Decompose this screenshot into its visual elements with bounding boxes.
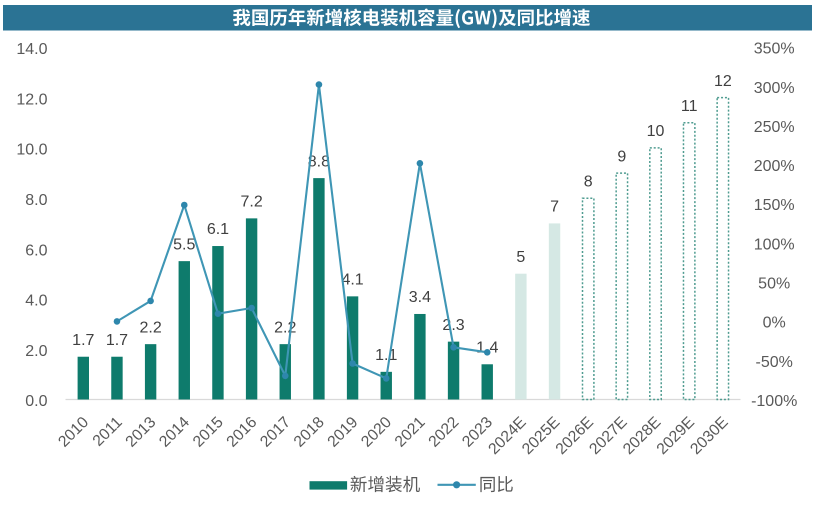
svg-text:6.0: 6.0 [25, 242, 47, 259]
svg-text:150%: 150% [754, 197, 795, 214]
svg-text:4.0: 4.0 [25, 293, 47, 310]
svg-text:8: 8 [584, 173, 593, 190]
svg-text:12.0: 12.0 [16, 91, 47, 108]
svg-text:350%: 350% [754, 41, 795, 58]
svg-text:1.7: 1.7 [106, 332, 128, 349]
svg-text:11: 11 [681, 98, 698, 115]
svg-text:12: 12 [714, 73, 732, 90]
svg-text:9: 9 [617, 148, 626, 165]
svg-text:8.8: 8.8 [308, 153, 330, 170]
svg-text:10: 10 [647, 123, 665, 140]
svg-text:7: 7 [550, 199, 559, 216]
svg-text:2.3: 2.3 [442, 317, 464, 334]
svg-text:7.2: 7.2 [240, 194, 262, 211]
svg-text:2.0: 2.0 [25, 343, 47, 360]
svg-text:50%: 50% [758, 276, 790, 293]
svg-text:0.0: 0.0 [25, 393, 47, 410]
svg-text:1.7: 1.7 [72, 332, 94, 349]
svg-text:14.0: 14.0 [16, 41, 47, 58]
svg-text:2.2: 2.2 [274, 319, 296, 336]
svg-text:-50%: -50% [756, 354, 793, 371]
svg-text:4.1: 4.1 [341, 272, 363, 289]
svg-text:200%: 200% [754, 158, 795, 175]
svg-text:6.1: 6.1 [207, 221, 229, 238]
svg-text:3.4: 3.4 [409, 289, 431, 306]
svg-text:5: 5 [516, 249, 525, 266]
svg-text:10.0: 10.0 [16, 142, 47, 159]
svg-text:2.2: 2.2 [139, 319, 161, 336]
svg-text:300%: 300% [754, 80, 795, 97]
svg-text:250%: 250% [754, 119, 795, 136]
svg-text:1.1: 1.1 [375, 347, 397, 364]
svg-text:-100%: -100% [751, 393, 797, 410]
svg-text:8.0: 8.0 [25, 192, 47, 209]
svg-text:0%: 0% [763, 315, 786, 332]
svg-text:5.5: 5.5 [173, 236, 195, 253]
svg-text:100%: 100% [754, 236, 795, 253]
